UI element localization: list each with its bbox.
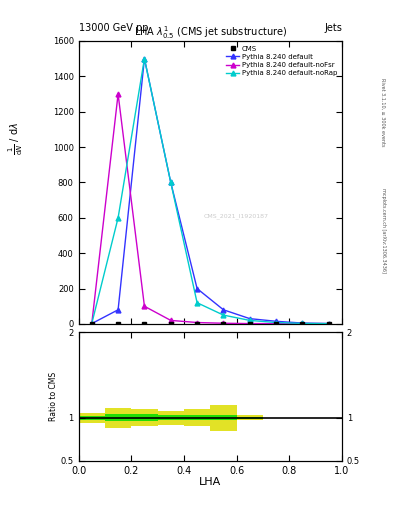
CMS [168, 321, 173, 327]
Pythia 8.240 default-noFsr [274, 321, 278, 327]
Pythia 8.240 default [116, 307, 120, 313]
Pythia 8.240 default-noRap [168, 179, 173, 185]
Pythia 8.240 default [221, 307, 226, 313]
Pythia 8.240 default [90, 321, 94, 327]
CMS [300, 321, 305, 327]
Pythia 8.240 default-noRap [326, 321, 331, 327]
Line: Pythia 8.240 default-noFsr: Pythia 8.240 default-noFsr [89, 92, 331, 326]
Pythia 8.240 default-noFsr [168, 317, 173, 324]
Pythia 8.240 default-noFsr [195, 319, 200, 326]
Pythia 8.240 default-noRap [195, 300, 200, 306]
Title: LHA $\lambda^{1}_{0.5}$ (CMS jet substructure): LHA $\lambda^{1}_{0.5}$ (CMS jet substru… [134, 24, 287, 41]
Pythia 8.240 default [326, 321, 331, 327]
X-axis label: LHA: LHA [199, 477, 221, 487]
CMS [195, 321, 200, 327]
Pythia 8.240 default [195, 286, 200, 292]
Text: Rivet 3.1.10, ≥ 300k events: Rivet 3.1.10, ≥ 300k events [381, 78, 386, 147]
Pythia 8.240 default-noRap [274, 319, 278, 326]
CMS [116, 321, 120, 327]
Line: Pythia 8.240 default: Pythia 8.240 default [89, 56, 331, 326]
Pythia 8.240 default-noFsr [300, 321, 305, 327]
Pythia 8.240 default-noRap [300, 321, 305, 327]
Pythia 8.240 default [300, 320, 305, 326]
Pythia 8.240 default-noFsr [116, 91, 120, 97]
Pythia 8.240 default [168, 179, 173, 185]
Pythia 8.240 default-noRap [221, 312, 226, 318]
Legend: CMS, Pythia 8.240 default, Pythia 8.240 default-noFsr, Pythia 8.240 default-noRa: CMS, Pythia 8.240 default, Pythia 8.240 … [225, 45, 338, 77]
Text: $\frac{1}{\mathregular{d}N}$ / $\mathregular{d}\lambda$: $\frac{1}{\mathregular{d}N}$ / $\mathreg… [7, 122, 25, 155]
Pythia 8.240 default-noFsr [326, 321, 331, 327]
Pythia 8.240 default-noRap [248, 317, 252, 324]
Text: Jets: Jets [324, 23, 342, 33]
Line: CMS: CMS [89, 321, 331, 326]
Pythia 8.240 default [274, 318, 278, 325]
Text: CMS_2021_I1920187: CMS_2021_I1920187 [204, 214, 269, 219]
CMS [274, 321, 278, 327]
CMS [142, 321, 147, 327]
Pythia 8.240 default-noFsr [248, 321, 252, 327]
Y-axis label: Ratio to CMS: Ratio to CMS [49, 372, 58, 421]
Pythia 8.240 default [142, 56, 147, 62]
Pythia 8.240 default-noRap [116, 215, 120, 221]
CMS [248, 321, 252, 327]
Pythia 8.240 default [248, 315, 252, 322]
CMS [221, 321, 226, 327]
Pythia 8.240 default-noFsr [90, 321, 94, 327]
Text: 13000 GeV pp: 13000 GeV pp [79, 23, 148, 33]
Pythia 8.240 default-noFsr [221, 320, 226, 326]
Pythia 8.240 default-noFsr [142, 303, 147, 309]
CMS [326, 321, 331, 327]
Text: mcplots.cern.ch [arXiv:1306.3436]: mcplots.cern.ch [arXiv:1306.3436] [381, 188, 386, 273]
Line: Pythia 8.240 default-noRap: Pythia 8.240 default-noRap [89, 56, 331, 326]
Pythia 8.240 default-noRap [90, 321, 94, 327]
CMS [90, 321, 94, 327]
Pythia 8.240 default-noRap [142, 56, 147, 62]
